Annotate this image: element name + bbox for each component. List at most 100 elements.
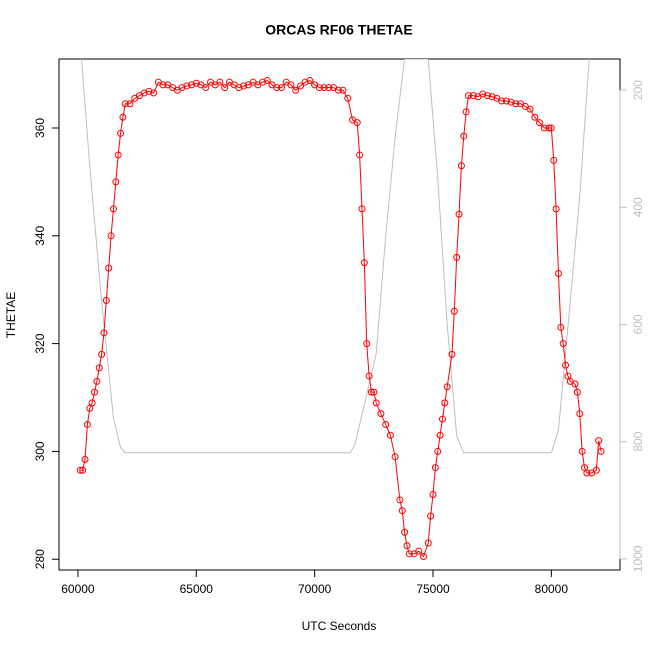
point <box>536 119 544 127</box>
point <box>372 399 380 407</box>
point <box>526 105 534 113</box>
x-tick-label: 70000 <box>298 582 332 596</box>
point <box>434 447 442 455</box>
point <box>453 253 461 261</box>
point <box>370 388 378 396</box>
point <box>367 388 375 396</box>
point <box>557 323 565 331</box>
point <box>98 350 106 358</box>
point <box>240 82 248 90</box>
point <box>81 455 89 463</box>
point <box>112 178 120 186</box>
y-tick-label: 340 <box>33 225 47 245</box>
point <box>107 232 115 240</box>
point <box>420 553 428 561</box>
point <box>320 84 328 92</box>
series-line <box>80 79 602 558</box>
point <box>448 350 456 358</box>
point <box>438 415 446 423</box>
point <box>150 89 158 97</box>
point <box>363 340 371 348</box>
point <box>109 205 117 213</box>
point <box>540 124 548 132</box>
point <box>502 97 510 105</box>
y2-tick-label: 1000 <box>631 545 645 572</box>
chart-title: ORCAS RF06 THETAE <box>265 22 413 38</box>
point <box>545 124 553 132</box>
point <box>325 84 333 92</box>
point <box>339 86 347 94</box>
point <box>292 86 300 94</box>
y-tick-label: 360 <box>33 118 47 138</box>
point <box>483 92 491 100</box>
point <box>121 100 129 108</box>
point <box>443 383 451 391</box>
point <box>592 466 600 474</box>
point <box>315 84 323 92</box>
point <box>573 388 581 396</box>
point <box>562 361 570 369</box>
y-tick-label: 280 <box>33 549 47 569</box>
series-line <box>80 59 590 454</box>
point <box>159 81 167 89</box>
point <box>202 84 210 92</box>
y2-tick-label: 800 <box>631 431 645 451</box>
y-tick-label: 320 <box>33 333 47 353</box>
point <box>91 388 99 396</box>
point <box>431 464 439 472</box>
point <box>117 129 125 137</box>
x-tick-label: 75000 <box>416 582 450 596</box>
point <box>221 84 229 92</box>
y2-tick-label: 400 <box>631 197 645 217</box>
point <box>429 491 437 499</box>
x-axis-label: UTC Seconds <box>302 619 377 633</box>
point <box>296 82 304 90</box>
point <box>479 90 487 98</box>
point <box>401 528 409 536</box>
x-tick-label: 60000 <box>61 582 95 596</box>
point <box>391 453 399 461</box>
point <box>488 93 496 101</box>
point <box>405 550 413 558</box>
point <box>436 431 444 439</box>
point <box>76 466 84 474</box>
y-axis-label: THETAE <box>4 292 18 338</box>
point <box>114 151 122 159</box>
point <box>595 437 603 445</box>
point <box>552 205 560 213</box>
point <box>512 100 520 108</box>
point <box>427 512 435 520</box>
point <box>450 307 458 315</box>
point <box>550 156 558 164</box>
point <box>183 82 191 90</box>
point <box>469 92 477 100</box>
point <box>140 89 148 97</box>
point <box>358 205 366 213</box>
y2-tick-label: 600 <box>631 314 645 334</box>
point <box>386 431 394 439</box>
point <box>441 399 449 407</box>
point <box>360 259 368 267</box>
point <box>88 399 96 407</box>
point <box>334 86 342 94</box>
point <box>192 79 200 87</box>
point <box>547 124 555 132</box>
point <box>455 210 463 218</box>
y-tick-label: 300 <box>33 441 47 461</box>
point <box>424 539 432 547</box>
point <box>356 151 364 159</box>
point <box>102 296 110 304</box>
point <box>382 420 390 428</box>
point <box>145 87 153 95</box>
point <box>235 84 243 92</box>
point <box>273 84 281 92</box>
x-tick-label: 65000 <box>180 582 214 596</box>
point <box>377 410 385 418</box>
point <box>396 496 404 504</box>
point <box>597 447 605 455</box>
plot-area <box>76 59 605 561</box>
point <box>571 380 579 388</box>
point <box>259 78 267 86</box>
